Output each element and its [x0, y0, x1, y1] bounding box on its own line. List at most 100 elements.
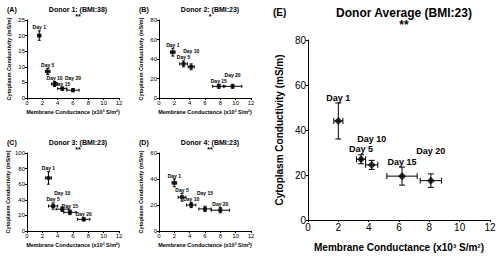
svg-text:15: 15: [18, 48, 25, 54]
svg-text:80: 80: [295, 35, 307, 46]
svg-text:0: 0: [25, 233, 29, 239]
svg-text:6: 6: [396, 222, 402, 233]
svg-text:12: 12: [116, 100, 123, 106]
svg-text:10: 10: [454, 222, 466, 233]
svg-text:**: **: [75, 146, 81, 153]
svg-text:(A): (A): [7, 6, 17, 14]
svg-text:Membrane Conductance (x10³ S/m: Membrane Conductance (x10³ S/m²): [26, 109, 120, 115]
svg-text:Day 10: Day 10: [183, 48, 199, 54]
svg-text:8: 8: [219, 233, 223, 239]
svg-text:Day 5: Day 5: [349, 144, 373, 154]
svg-text:40: 40: [150, 56, 157, 62]
svg-text:Day 15: Day 15: [62, 203, 78, 209]
svg-text:25: 25: [18, 17, 25, 23]
svg-text:Day 15: Day 15: [388, 157, 417, 167]
svg-text:**: **: [399, 18, 409, 32]
svg-text:10: 10: [232, 100, 239, 106]
svg-text:4: 4: [56, 233, 60, 239]
svg-text:Day 5: Day 5: [46, 196, 60, 202]
svg-text:8: 8: [219, 100, 223, 106]
svg-text:40: 40: [18, 197, 25, 203]
svg-text:0: 0: [25, 100, 29, 106]
svg-text:2: 2: [173, 100, 177, 106]
svg-text:Day 15: Day 15: [211, 78, 227, 84]
svg-text:Cytoplasm Conductivity (mS/m): Cytoplasm Conductivity (mS/m): [274, 54, 285, 205]
svg-text:Membrane Conductance (x10³ S/m: Membrane Conductance (x10³ S/m²): [158, 242, 252, 248]
svg-text:Day 20: Day 20: [76, 211, 92, 217]
svg-text:4: 4: [366, 222, 372, 233]
svg-text:Day 15: Day 15: [197, 190, 213, 196]
svg-text:0: 0: [305, 222, 311, 233]
svg-text:12: 12: [248, 100, 255, 106]
svg-text:**: **: [207, 146, 213, 153]
svg-text:12: 12: [116, 233, 123, 239]
svg-text:Day 5: Day 5: [175, 187, 189, 193]
svg-text:Cytoplasm Conductivity (mS/m): Cytoplasm Conductivity (mS/m): [138, 17, 144, 100]
svg-text:2: 2: [41, 100, 45, 106]
svg-text:*: *: [209, 13, 212, 20]
svg-text:5: 5: [22, 79, 26, 85]
svg-text:12: 12: [248, 233, 255, 239]
svg-text:Day 20: Day 20: [416, 146, 445, 156]
svg-text:10: 10: [100, 233, 107, 239]
svg-text:6: 6: [203, 100, 207, 106]
svg-text:(C): (C): [7, 139, 17, 147]
svg-text:Day 1: Day 1: [168, 173, 182, 179]
svg-text:Day 20: Day 20: [65, 75, 81, 81]
svg-text:Cytoplasm Conductivity (mS/m): Cytoplasm Conductivity (mS/m): [138, 150, 144, 233]
svg-text:Day 15: Day 15: [54, 81, 70, 87]
svg-text:20: 20: [150, 202, 157, 208]
svg-text:2: 2: [336, 222, 342, 233]
svg-text:10: 10: [232, 233, 239, 239]
svg-text:2: 2: [41, 233, 45, 239]
svg-text:4: 4: [188, 233, 192, 239]
svg-text:0: 0: [157, 100, 161, 106]
svg-text:20: 20: [150, 76, 157, 82]
svg-text:60: 60: [150, 150, 157, 156]
svg-text:20: 20: [18, 33, 25, 39]
svg-text:60: 60: [150, 37, 157, 43]
svg-text:10: 10: [100, 100, 107, 106]
svg-text:Day 10: Day 10: [54, 190, 70, 196]
svg-text:Membrane Conductance (x10³ S/m: Membrane Conductance (x10³ S/m²): [314, 242, 484, 253]
svg-text:(B): (B): [139, 6, 149, 14]
svg-text:Day 20: Day 20: [225, 72, 241, 78]
svg-text:Day 5: Day 5: [177, 54, 191, 60]
svg-text:40: 40: [295, 125, 307, 136]
svg-text:6: 6: [71, 233, 75, 239]
svg-text:Day 10: Day 10: [357, 134, 386, 144]
svg-text:Membrane Conductance (x10³ S/m: Membrane Conductance (x10³ S/m²): [26, 242, 120, 248]
svg-text:2: 2: [173, 233, 177, 239]
svg-text:(E): (E): [273, 7, 286, 18]
svg-text:20: 20: [295, 170, 307, 181]
svg-text:0: 0: [157, 233, 161, 239]
svg-text:Membrane Conductance (x10³ S/m: Membrane Conductance (x10³ S/m²): [158, 109, 252, 115]
svg-text:8: 8: [87, 233, 91, 239]
svg-text:(D): (D): [139, 139, 149, 147]
svg-text:4: 4: [56, 100, 60, 106]
svg-text:4: 4: [188, 100, 192, 106]
svg-text:60: 60: [18, 181, 25, 187]
svg-text:8: 8: [427, 222, 433, 233]
svg-text:80: 80: [150, 17, 157, 23]
svg-text:20: 20: [18, 212, 25, 218]
svg-text:Day 1: Day 1: [166, 42, 180, 48]
svg-text:Cytoplasm Conductivity (mS/m): Cytoplasm Conductivity (mS/m): [6, 17, 12, 100]
svg-text:Day 20: Day 20: [212, 201, 228, 207]
svg-text:Day 1: Day 1: [33, 24, 47, 30]
svg-text:60: 60: [295, 80, 307, 91]
svg-text:**: **: [75, 13, 81, 20]
svg-text:Day 1: Day 1: [42, 165, 56, 171]
svg-text:6: 6: [203, 233, 207, 239]
svg-text:Day 1: Day 1: [326, 93, 350, 103]
svg-text:Day 5: Day 5: [41, 62, 55, 68]
svg-text:80: 80: [18, 166, 25, 172]
svg-text:100: 100: [15, 150, 26, 156]
svg-text:Day 10: Day 10: [183, 196, 199, 202]
svg-text:8: 8: [87, 100, 91, 106]
svg-text:Cytoplasm Conductivity (mS/m): Cytoplasm Conductivity (mS/m): [5, 150, 11, 233]
svg-text:40: 40: [150, 176, 157, 182]
svg-text:10: 10: [18, 64, 25, 70]
svg-text:6: 6: [71, 100, 75, 106]
svg-text:12: 12: [484, 222, 496, 233]
